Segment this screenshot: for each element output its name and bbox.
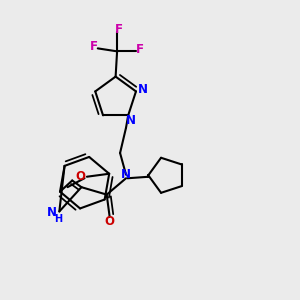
- Text: N: N: [121, 168, 131, 181]
- Text: F: F: [115, 22, 123, 36]
- Text: N: N: [47, 206, 57, 219]
- Text: N: N: [137, 83, 148, 96]
- Text: H: H: [54, 214, 62, 224]
- Text: O: O: [105, 215, 115, 228]
- Text: F: F: [90, 40, 98, 53]
- Text: O: O: [75, 170, 85, 183]
- Text: F: F: [136, 44, 144, 56]
- Text: N: N: [126, 114, 136, 127]
